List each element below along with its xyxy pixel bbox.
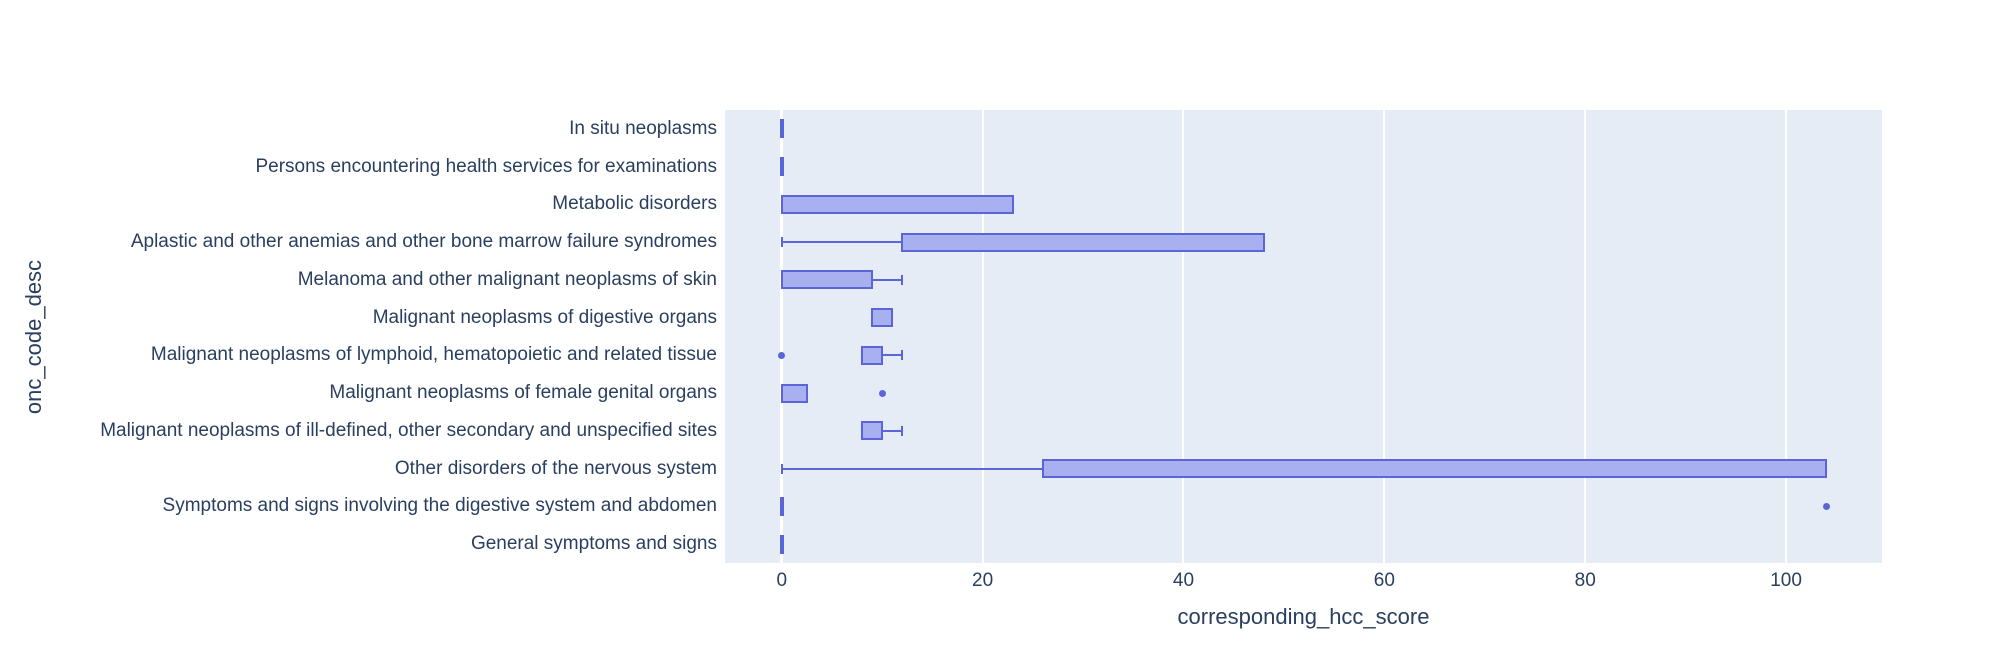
x-axis-title: corresponding_hcc_score: [1177, 604, 1430, 629]
lower-whisker: [781, 241, 903, 244]
x-tick-label: 100: [1770, 570, 1802, 591]
y-tick-label: General symptoms and signs: [470, 533, 717, 555]
lower-whisker: [781, 467, 1043, 470]
upper-whisker: [872, 278, 903, 281]
y-tick-label: Persons encountering health services for…: [255, 155, 717, 177]
y-tick-label: Aplastic and other anemias and other bon…: [130, 231, 717, 253]
upper-whisker: [882, 354, 903, 357]
box[interactable]: [780, 270, 874, 290]
x-gridline: [981, 110, 984, 563]
y-tick-label: Malignant neoplasms of digestive organs: [372, 306, 717, 328]
plot-area[interactable]: [725, 110, 1882, 563]
box-median-tick[interactable]: [779, 534, 784, 554]
x-gridline: [1584, 110, 1587, 563]
box-median-tick[interactable]: [779, 496, 784, 516]
x-gridline: [1182, 110, 1185, 563]
upper-whisker-cap: [901, 274, 904, 285]
upper-whisker-cap: [901, 350, 904, 361]
x-tick-label: 40: [1172, 570, 1195, 591]
y-tick-label: Metabolic disorders: [552, 193, 717, 215]
box[interactable]: [901, 232, 1265, 252]
y-tick-label: Malignant neoplasms of lymphoid, hematop…: [150, 344, 717, 366]
upper-whisker-cap: [901, 425, 904, 436]
x-zero-line: [780, 110, 784, 563]
box[interactable]: [861, 345, 884, 365]
y-tick-label: Malignant neoplasms of ill-defined, othe…: [100, 419, 717, 441]
x-tick-label: 60: [1373, 570, 1395, 591]
box[interactable]: [780, 194, 1014, 214]
y-tick-label: In situ neoplasms: [569, 117, 717, 139]
box-median-tick[interactable]: [779, 119, 784, 139]
outlier-point[interactable]: [778, 351, 786, 359]
lower-whisker-cap: [780, 463, 783, 474]
box[interactable]: [871, 308, 894, 328]
y-tick-label: Other disorders of the nervous system: [394, 457, 717, 479]
x-tick-label: 80: [1574, 570, 1596, 591]
y-tick-label: Malignant neoplasms of female genital or…: [329, 382, 717, 404]
x-gridline: [1785, 110, 1788, 563]
lower-whisker-cap: [780, 237, 783, 248]
box[interactable]: [1041, 459, 1828, 479]
x-gridline: [1383, 110, 1386, 563]
y-tick-label: Symptoms and signs involving the digesti…: [162, 495, 717, 517]
x-tick-label: 20: [972, 570, 994, 591]
box-median-tick[interactable]: [779, 157, 784, 177]
upper-whisker: [882, 429, 903, 432]
box[interactable]: [780, 383, 808, 403]
outlier-point[interactable]: [1822, 502, 1830, 510]
outlier-point[interactable]: [878, 389, 886, 397]
box[interactable]: [861, 421, 884, 441]
x-tick-label: 0: [776, 570, 788, 591]
y-tick-label: Melanoma and other malignant neoplasms o…: [297, 268, 717, 290]
